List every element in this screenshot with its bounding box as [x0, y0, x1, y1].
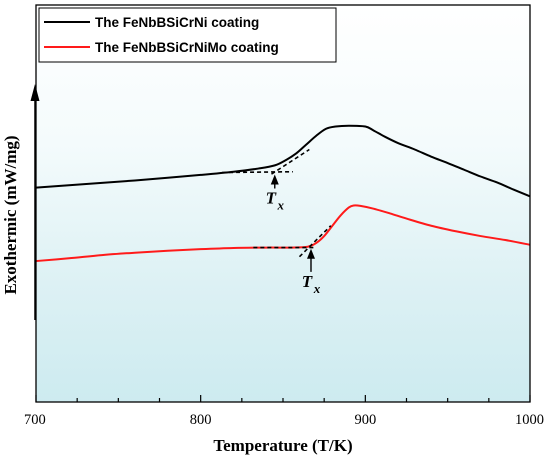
x-tick-label-1000: 1000: [515, 412, 544, 428]
tx-label-1: T: [302, 272, 313, 291]
legend-label-series-0: The FeNbBSiCrNi coating: [95, 15, 259, 30]
tick-layer: 700 800 900 1000: [24, 395, 544, 428]
tx-arrowhead-1: [306, 248, 315, 259]
x-axis-label: Temperature (T/K): [213, 436, 352, 455]
y-axis-arrow: [30, 84, 40, 320]
tangent-line-0-0: [222, 170, 293, 174]
x-tick-label-700: 700: [24, 412, 46, 428]
y-axis-arrowhead: [30, 84, 40, 101]
series-layer: [35, 124, 531, 263]
legend: The FeNbBSiCrNi coating The FeNbBSiCrNiM…: [38, 7, 337, 63]
legend-box: [38, 7, 337, 63]
plot-background: [36, 5, 530, 402]
x-tick-label-800: 800: [190, 412, 212, 428]
tx-arrowhead-0: [270, 174, 279, 185]
tx-label-0: T: [266, 189, 277, 208]
tangent-layer: [222, 148, 332, 258]
tangent-line-1-1: [298, 225, 332, 258]
legend-label-series-1: The FeNbBSiCrNiMo coating: [95, 40, 279, 55]
series-line-1: [35, 204, 531, 263]
tx-label-sub-0: x: [277, 198, 285, 213]
series-line-0: [35, 124, 531, 198]
tx-label-sub-1: x: [313, 281, 321, 296]
tangent-line-0-1: [271, 148, 310, 175]
x-tick-label-900: 900: [354, 412, 376, 428]
y-axis-label: Exothermic (mW/mg): [1, 135, 20, 294]
